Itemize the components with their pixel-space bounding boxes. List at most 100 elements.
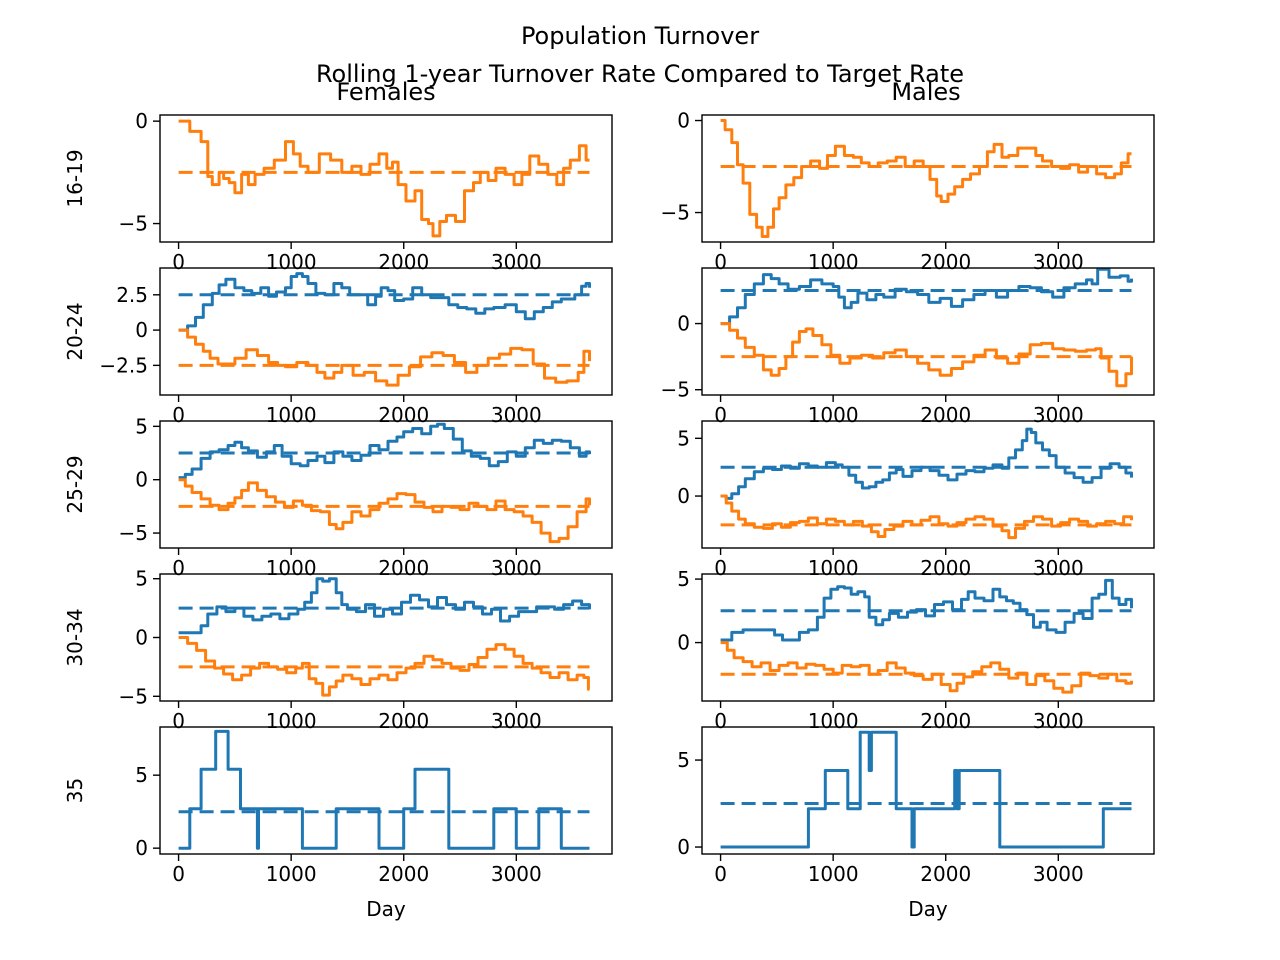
x-tick-label: 1000 [266,862,317,886]
figure-subtitle: Rolling 1-year Turnover Rate Compared to… [316,60,964,88]
subplot-30-34-males: 0 1000 2000 3000 5 0 [677,567,1155,733]
x-tick-label: 1000 [808,556,859,580]
turnover-line-blue [720,267,1133,326]
y-tick-label: 5 [135,567,148,591]
turnover-line-orange [178,328,591,387]
y-tick-label: 5 [677,426,690,450]
y-tick-label: 5 [135,763,148,787]
x-tick-label: 2000 [920,250,971,274]
turnover-line-blue [178,422,591,480]
x-tick-label: 3000 [491,403,542,427]
x-tick-label: 2000 [378,709,429,733]
turnover-line-blue [178,577,591,635]
y-tick-label: 0 [677,631,690,655]
x-axis-label: Day [908,897,948,921]
y-tick-label: 2.5 [116,283,148,307]
y-tick-label: 0 [135,318,148,342]
x-tick-label: 3000 [1033,709,1084,733]
y-tick-label: 5 [677,567,690,591]
plot-frame [701,573,1155,702]
x-tick-label: 2000 [378,250,429,274]
y-tick-label: −5 [119,521,148,545]
subplot-35-males: 0 1000 2000 3000 5 0 Day [677,726,1155,921]
x-tick-label: 1000 [266,250,317,274]
x-tick-label: 1000 [266,556,317,580]
x-tick-label: 0 [714,709,727,733]
plot-frame [701,420,1155,549]
turnover-line-blue [720,427,1133,500]
x-tick-label: 3000 [491,250,542,274]
subplot-35-females: 0 1000 2000 3000 5 0 35 Day [63,726,613,921]
x-tick-label: 3000 [491,862,542,886]
x-tick-label: 0 [172,709,185,733]
x-tick-label: 2000 [378,403,429,427]
column-title-females: Females [336,78,435,106]
x-tick-label: 0 [172,862,185,886]
plot-frame [701,114,1155,243]
turnover-line-orange [720,494,1133,540]
y-tick-label: 0 [135,109,148,133]
x-tick-label: 3000 [1033,862,1084,886]
y-axis-label: 30-34 [63,608,87,666]
subplot-30-34-females: 0 1000 2000 3000 5 0 −5 30-34 [63,567,613,733]
x-tick-label: 2000 [378,862,429,886]
subplot-25-29-females: 0 1000 2000 3000 5 0 −5 25-29 [63,414,613,580]
x-tick-label: 2000 [378,556,429,580]
x-tick-label: 3000 [491,556,542,580]
x-tick-label: 0 [172,556,185,580]
subplot-16-19-males: 0 1000 2000 3000 0 −5 [661,109,1155,274]
y-tick-label: −5 [119,684,148,708]
x-tick-label: 0 [172,403,185,427]
turnover-line-blue [178,272,591,332]
x-tick-label: 0 [714,862,727,886]
y-tick-label: 0 [135,626,148,650]
y-tick-label: 0 [677,109,690,133]
y-axis-label: 16-19 [63,149,87,207]
x-tick-label: 3000 [1033,403,1084,427]
plot-frame [159,267,613,396]
x-tick-label: 3000 [1033,556,1084,580]
y-tick-label: 5 [135,414,148,438]
turnover-line-orange [720,641,1133,694]
turnover-line-orange [720,119,1132,238]
turnover-line-blue [720,578,1133,642]
x-tick-label: 3000 [1033,250,1084,274]
turnover-line-orange [178,119,590,238]
y-axis-label: 20-24 [63,302,87,360]
x-tick-label: 1000 [266,709,317,733]
turnover-line-blue [178,729,590,850]
turnover-line-orange [178,478,591,544]
x-tick-label: 2000 [920,709,971,733]
plot-frame [159,573,613,702]
y-tick-label: −2.5 [99,353,148,377]
plot-frame [159,114,613,243]
x-tick-label: 0 [714,556,727,580]
y-tick-label: −5 [119,212,148,236]
plot-frame [159,420,613,549]
y-tick-label: 0 [677,835,690,859]
x-tick-label: 1000 [808,709,859,733]
x-tick-label: 2000 [920,862,971,886]
x-tick-label: 1000 [808,862,859,886]
subplot-20-24-males: 0 1000 2000 3000 0 −5 [661,267,1155,427]
column-title-males: Males [891,78,960,106]
plot-frame [159,726,613,855]
subplot-grid: 0 1000 2000 3000 0 −5 16-19 0 1000 2000 3000 0 −5 0 10… [63,109,1155,921]
y-tick-label: 0 [677,484,690,508]
y-tick-label: 0 [135,836,148,860]
subplot-25-29-males: 0 1000 2000 3000 5 0 [677,420,1155,580]
y-tick-label: −5 [661,378,690,402]
y-tick-label: 0 [135,468,148,492]
x-axis-label: Day [366,897,406,921]
y-tick-label: −5 [661,201,690,225]
turnover-line-blue [720,730,1132,849]
y-axis-label: 25-29 [63,455,87,513]
x-tick-label: 1000 [808,250,859,274]
x-tick-label: 1000 [266,403,317,427]
plot-frame [701,267,1155,396]
x-tick-label: 0 [172,250,185,274]
turnover-line-orange [720,322,1133,388]
x-tick-label: 0 [714,403,727,427]
y-axis-label: 35 [63,778,87,803]
